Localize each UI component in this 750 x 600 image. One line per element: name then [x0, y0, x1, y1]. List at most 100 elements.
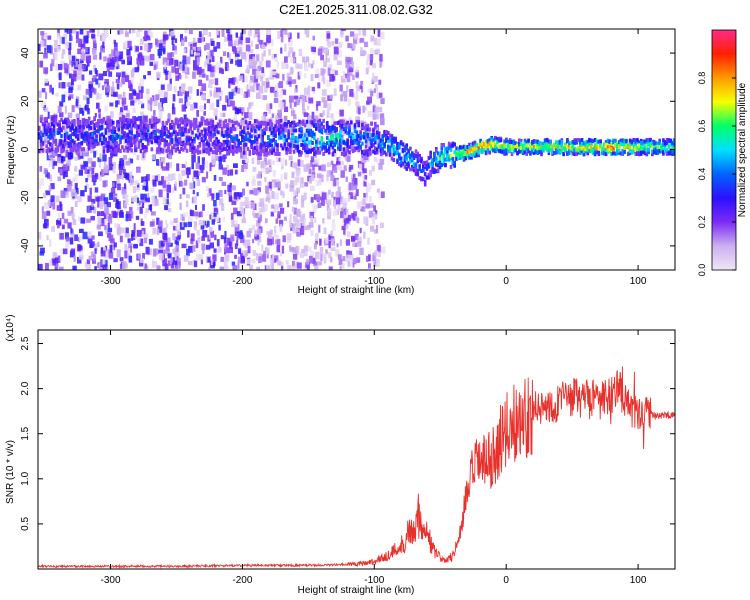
spectrogram-noise-cell: [294, 219, 300, 227]
spectrogram-noise-cell: [303, 192, 307, 201]
spectrogram-ridge-cell: [318, 140, 322, 145]
spectrogram-noise-cell: [218, 67, 223, 74]
spectrogram-ridge-cell: [508, 147, 512, 152]
spectrogram-ridge-cell: [447, 141, 451, 146]
spectrogram-noise-cell: [183, 137, 187, 143]
spectrogram-ridge-cell: [455, 146, 458, 151]
spectrogram-ridge-cell: [121, 135, 124, 140]
spectrogram-ridge-cell: [54, 138, 58, 143]
spectrogram-ridge-cell: [542, 145, 545, 149]
spectrogram-noise-cell: [183, 48, 187, 53]
spectrogram-noise-cell: [293, 101, 297, 107]
spectrogram-ridge-cell: [124, 118, 128, 123]
spectrogram-noise-cell: [204, 61, 207, 68]
spectrogram-ridge-cell: [549, 139, 552, 144]
spectrogram-ridge-cell: [194, 148, 198, 153]
spectrogram-ridge-cell: [163, 126, 167, 130]
spectrogram-ridge-cell: [645, 141, 649, 145]
spectrogram-noise-cell: [266, 103, 270, 111]
spectrogram-noise-cell: [284, 56, 288, 63]
spectrogram-noise-cell: [111, 57, 116, 64]
spectrogram-ridge-cell: [453, 163, 456, 168]
spectrogram-ridge-cell: [60, 127, 63, 132]
spectrogram-ridge-cell: [106, 144, 109, 149]
spectrogram-ridge-cell: [222, 124, 226, 129]
spectrogram-ridge-cell: [255, 145, 259, 150]
spectrogram-ridge-cell: [495, 140, 499, 145]
spectrogram-noise-cell: [163, 91, 168, 98]
spectrogram-noise-cell: [200, 168, 204, 173]
spectrogram-noise-cell: [130, 233, 134, 241]
spectrogram-noise-cell: [265, 167, 270, 174]
spectrogram-ridge-cell: [523, 145, 527, 150]
spectrogram-noise-cell: [132, 107, 136, 114]
spectrogram-ridge-cell: [119, 140, 122, 145]
spectrogram-noise-cell: [104, 204, 107, 212]
spectrogram-noise-cell: [323, 256, 327, 264]
spectrogram-ridge-cell: [274, 124, 277, 129]
spectrogram-ridge-cell: [392, 139, 396, 144]
spectrogram-noise-cell: [249, 190, 254, 195]
spectrogram-noise-cell: [358, 107, 361, 115]
spectrogram-noise-cell: [256, 54, 260, 62]
spectrogram-ridge-cell: [263, 150, 266, 155]
spectrogram-noise-cell: [262, 254, 267, 262]
spectrogram-noise-cell: [269, 258, 272, 266]
spectrogram-noise-cell: [326, 192, 329, 198]
spectrogram-ridge-cell: [619, 151, 623, 156]
spectrogram-ridge-cell: [62, 143, 65, 148]
spectrogram-ridge-cell: [518, 145, 521, 150]
spectrogram-ridge-cell: [100, 141, 104, 145]
spectrogram-noise-cell: [278, 100, 283, 108]
spectrogram-ridge-cell: [191, 150, 194, 154]
spectrogram-ridge-cell: [464, 145, 468, 150]
spectrogram-noise-cell: [274, 255, 279, 262]
spectrogram-noise-cell: [330, 113, 334, 119]
spectrogram-ridge-cell: [111, 130, 115, 135]
spectrogram-ridge-cell: [346, 144, 349, 149]
spectrogram-ridge-cell: [108, 123, 111, 128]
spectrogram-ridge-cell: [279, 143, 283, 148]
spectrogram-noise-cell: [157, 220, 163, 227]
spectrogram-ridge-cell: [638, 140, 641, 145]
spectrogram-ridge-cell: [342, 140, 346, 145]
spectrogram-ridge-cell: [322, 125, 325, 130]
spectrogram-noise-cell: [339, 84, 343, 92]
spectrogram-noise-cell: [162, 249, 168, 254]
spectrogram-noise-cell: [123, 105, 128, 111]
spectrogram-ridge-cell: [407, 161, 410, 166]
spectrogram-noise-cell: [244, 157, 249, 163]
spectrogram-noise-cell: [151, 154, 155, 160]
spectrogram-ridge-cell: [215, 137, 218, 142]
spectrogram-noise-cell: [66, 82, 72, 87]
spectrogram-ridge-cell: [564, 146, 567, 151]
spectrogram-noise-cell: [203, 45, 207, 51]
spectrogram-ridge-cell: [649, 142, 652, 146]
spectrogram-noise-cell: [266, 118, 272, 125]
spectrogram-noise-cell: [287, 265, 292, 270]
spectrogram-noise-cell: [57, 176, 62, 182]
spectrogram-noise-cell: [69, 59, 72, 66]
spectrogram-ridge-cell: [244, 134, 248, 139]
spectrogram-noise-cell: [115, 78, 120, 84]
spectrogram-noise-cell: [211, 56, 215, 62]
spectrogram-ridge-cell: [350, 138, 353, 143]
spectrogram-noise-cell: [254, 29, 260, 35]
spectrogram-noise-cell: [208, 266, 211, 270]
spectrogram-noise-cell: [344, 146, 348, 154]
spectrogram-noise-cell: [121, 77, 125, 85]
spectrogram-noise-cell: [155, 94, 160, 101]
spectrogram-noise-cell: [196, 89, 199, 96]
spectrogram-noise-cell: [42, 33, 47, 39]
spectrogram-ridge-cell: [621, 150, 625, 155]
spectrogram-ridge-cell: [270, 143, 274, 148]
spectrogram-noise-cell: [371, 212, 375, 219]
spectrogram-noise-cell: [380, 59, 383, 67]
spectrogram-ridge-cell: [331, 152, 335, 157]
spectrogram-ridge-cell: [545, 137, 549, 142]
spectrogram-noise-cell: [107, 216, 113, 224]
spectrogram-ridge-cell: [254, 150, 257, 155]
spectrogram-noise-cell: [305, 262, 310, 268]
spectrogram-noise-cell: [248, 112, 253, 120]
spectrogram-noise-cell: [120, 82, 123, 88]
